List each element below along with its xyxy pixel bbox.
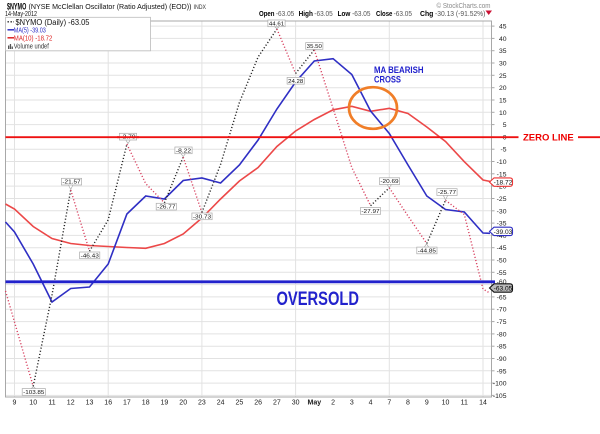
svg-text:ZERO LINE: ZERO LINE (523, 133, 574, 144)
svg-text:14: 14 (479, 400, 487, 407)
svg-text:CROSS: CROSS (374, 75, 401, 86)
svg-text:10: 10 (442, 400, 450, 407)
svg-text:Low: Low (338, 9, 351, 18)
svg-text:-75: -75 (497, 319, 507, 326)
svg-text:High: High (299, 9, 314, 18)
svg-text:-85: -85 (497, 344, 507, 351)
svg-text:8: 8 (406, 400, 410, 407)
svg-text:-90: -90 (497, 356, 507, 363)
svg-text:OVERSOLD: OVERSOLD (277, 288, 360, 310)
svg-text:-5: -5 (500, 147, 506, 154)
svg-text:-25.77: -25.77 (438, 190, 456, 196)
svg-text:4: 4 (369, 400, 373, 407)
svg-text:10: 10 (499, 110, 507, 117)
svg-text:35: 35 (499, 48, 507, 55)
svg-text:-30.73: -30.73 (193, 214, 212, 220)
svg-text:MA(10) -18.72: MA(10) -18.72 (14, 35, 53, 42)
svg-text:30: 30 (292, 400, 300, 407)
svg-text:20: 20 (179, 400, 187, 407)
svg-text:-18.72: -18.72 (494, 180, 513, 187)
svg-text:-63.05: -63.05 (394, 9, 412, 18)
svg-text:-25: -25 (497, 196, 507, 203)
svg-text:11: 11 (461, 400, 468, 407)
svg-text:24.28: 24.28 (288, 79, 304, 85)
svg-text:Open: Open (259, 9, 275, 18)
svg-text:14-May-2012: 14-May-2012 (5, 11, 37, 18)
svg-text:-44.85: -44.85 (418, 249, 437, 255)
svg-text:-21.57: -21.57 (62, 180, 80, 186)
svg-text:9: 9 (13, 400, 17, 407)
svg-text:12: 12 (67, 400, 75, 407)
svg-text:13: 13 (86, 400, 94, 407)
svg-text:-63.05: -63.05 (314, 9, 332, 18)
svg-text:-95: -95 (497, 368, 507, 375)
svg-text:-65: -65 (497, 294, 507, 301)
svg-text:-100: -100 (493, 381, 507, 388)
svg-text:© StockCharts.com: © StockCharts.com (437, 2, 491, 10)
svg-text:-8.22: -8.22 (176, 148, 191, 154)
svg-text:-39.03: -39.03 (494, 229, 513, 236)
svg-text:INDX: INDX (194, 4, 207, 11)
svg-text:Chg: Chg (420, 9, 434, 18)
svg-text:3: 3 (350, 400, 354, 407)
svg-text:-26.77: -26.77 (157, 205, 175, 211)
svg-text:-15: -15 (497, 171, 507, 178)
svg-text:15: 15 (499, 98, 507, 105)
svg-text:27: 27 (273, 400, 281, 407)
svg-text:Close: Close (376, 9, 392, 18)
svg-text:-30: -30 (497, 208, 507, 215)
svg-text:$NYMO (Daily) -63.05: $NYMO (Daily) -63.05 (16, 18, 91, 27)
svg-text:-103.85: -103.85 (23, 390, 45, 396)
svg-text:-55: -55 (497, 270, 507, 277)
svg-text:-20.69: -20.69 (380, 179, 398, 185)
svg-text:-70: -70 (497, 307, 507, 314)
svg-text:16: 16 (104, 400, 112, 407)
svg-text:40: 40 (499, 36, 507, 43)
svg-text:25: 25 (236, 400, 244, 407)
svg-text:-105: -105 (493, 393, 507, 400)
svg-text:20: 20 (499, 85, 507, 92)
svg-text:MA BEARISH: MA BEARISH (374, 65, 424, 76)
svg-text:-50: -50 (497, 258, 507, 265)
svg-text:Volume undef: Volume undef (14, 44, 49, 51)
svg-text:2: 2 (331, 400, 335, 407)
svg-text:18: 18 (142, 400, 150, 407)
svg-text:-63.05: -63.05 (276, 9, 294, 18)
svg-text:11: 11 (48, 400, 55, 407)
svg-text:MA(5) -39.03: MA(5) -39.03 (14, 27, 46, 34)
svg-text:26: 26 (254, 400, 262, 407)
svg-text:44.61: 44.61 (269, 21, 284, 27)
svg-text:-46.43: -46.43 (81, 253, 100, 259)
svg-text:25: 25 (499, 73, 507, 80)
svg-text:$NYMO: $NYMO (7, 2, 26, 12)
svg-text:5: 5 (503, 122, 507, 129)
svg-text:24: 24 (217, 400, 225, 407)
svg-text:19: 19 (161, 400, 169, 407)
svg-text:-35: -35 (497, 221, 507, 228)
svg-text:35.50: 35.50 (307, 44, 323, 50)
svg-text:23: 23 (198, 400, 206, 407)
svg-text:-45: -45 (497, 245, 507, 252)
svg-text:17: 17 (123, 400, 131, 407)
svg-text:45: 45 (499, 24, 507, 31)
svg-text:-30.13 (-91.52%): -30.13 (-91.52%) (435, 9, 485, 18)
svg-text:-27.97: -27.97 (361, 209, 379, 215)
svg-text:May: May (307, 400, 321, 407)
svg-text:-40: -40 (497, 233, 507, 240)
svg-text:30: 30 (499, 61, 507, 68)
svg-text:-60: -60 (497, 279, 507, 286)
svg-text:(NYSE McClellan Oscillator (Ra: (NYSE McClellan Oscillator (Ratio Adjust… (29, 2, 192, 11)
svg-text:9: 9 (425, 400, 429, 407)
svg-text:-63.05: -63.05 (352, 9, 370, 18)
svg-text:10: 10 (29, 400, 37, 407)
svg-text:7: 7 (387, 400, 391, 407)
svg-text:-80: -80 (497, 331, 507, 338)
svg-text:-10: -10 (497, 159, 507, 166)
svg-text:-63.05: -63.05 (494, 285, 513, 292)
svg-text:-20: -20 (497, 184, 507, 191)
